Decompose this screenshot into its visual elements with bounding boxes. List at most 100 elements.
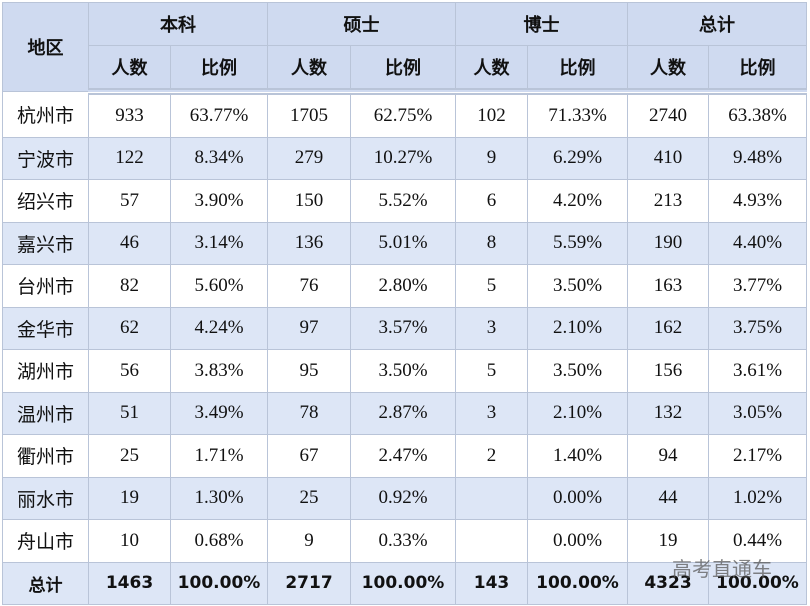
value-cell: 3.50% bbox=[527, 349, 628, 393]
subheader-cell: 人数 bbox=[88, 45, 171, 95]
value-cell: 46 bbox=[88, 221, 171, 265]
subheader-cell: 人数 bbox=[267, 45, 351, 95]
value-cell: 67 bbox=[267, 434, 351, 478]
subheader-cell: 比例 bbox=[350, 45, 456, 95]
region-cell: 总计 bbox=[2, 561, 89, 605]
value-cell: 9 bbox=[455, 136, 528, 180]
value-cell: 4.40% bbox=[708, 221, 807, 265]
value-cell: 213 bbox=[627, 179, 709, 223]
table-body: 杭州市 933 63.77% 1705 62.75% 102 71.33% 2740 63.38… bbox=[2, 91, 807, 605]
header-cell: 地区 bbox=[2, 2, 89, 92]
value-cell: 2717 bbox=[267, 561, 351, 605]
value-cell: 2.10% bbox=[527, 306, 628, 350]
data-row: 宁波市 122 8.34% 279 10.27% 9 6.29% 410 9.48% bbox=[2, 136, 807, 180]
value-cell: 97 bbox=[267, 306, 351, 350]
value-cell: 3 bbox=[455, 391, 528, 435]
region-cell: 衢州市 bbox=[2, 434, 89, 478]
value-cell: 150 bbox=[267, 179, 351, 223]
value-cell: 76 bbox=[267, 264, 351, 308]
value-cell: 2.17% bbox=[708, 434, 807, 478]
total-row: 总计 1463 100.00% 2717 100.00% 143 100.00% 4323 10… bbox=[2, 561, 807, 605]
value-cell: 2740 bbox=[627, 91, 709, 138]
value-cell: 0.00% bbox=[527, 476, 628, 520]
value-cell: 2 bbox=[455, 434, 528, 478]
value-cell: 5 bbox=[455, 264, 528, 308]
value-cell: 2.10% bbox=[527, 391, 628, 435]
value-cell: 2.80% bbox=[350, 264, 456, 308]
value-cell: 94 bbox=[627, 434, 709, 478]
region-cell: 温州市 bbox=[2, 391, 89, 435]
region-cell: 丽水市 bbox=[2, 476, 89, 520]
value-cell: 3.90% bbox=[170, 179, 268, 223]
value-cell: 3.75% bbox=[708, 306, 807, 350]
value-cell: 132 bbox=[627, 391, 709, 435]
value-cell: 3.83% bbox=[170, 349, 268, 393]
value-cell: 62 bbox=[88, 306, 171, 350]
data-row: 温州市 51 3.49% 78 2.87% 3 2.10% 132 3.05% bbox=[2, 391, 807, 435]
value-cell: 62.75% bbox=[350, 91, 456, 138]
value-cell: 3 bbox=[455, 306, 528, 350]
value-cell: 3.50% bbox=[350, 349, 456, 393]
value-cell: 4.24% bbox=[170, 306, 268, 350]
value-cell: 9.48% bbox=[708, 136, 807, 180]
region-cell: 湖州市 bbox=[2, 349, 89, 393]
value-cell: 3.14% bbox=[170, 221, 268, 265]
value-cell: 8 bbox=[455, 221, 528, 265]
value-cell: 56 bbox=[88, 349, 171, 393]
watermark: 高考直通车 bbox=[672, 557, 772, 581]
data-row: 衢州市 25 1.71% 67 2.47% 2 1.40% 94 2.17% bbox=[2, 434, 807, 478]
value-cell: 8.34% bbox=[170, 136, 268, 180]
value-cell: 2.87% bbox=[350, 391, 456, 435]
value-cell: 0.92% bbox=[350, 476, 456, 520]
value-cell: 279 bbox=[267, 136, 351, 180]
value-cell: 5.60% bbox=[170, 264, 268, 308]
value-cell: 1.40% bbox=[527, 434, 628, 478]
value-cell: 6 bbox=[455, 179, 528, 223]
region-cell: 金华市 bbox=[2, 306, 89, 350]
value-cell: 51 bbox=[88, 391, 171, 435]
header-row: 地区 本科 硕士 博士 总计 bbox=[2, 2, 807, 92]
value-cell: 10 bbox=[88, 519, 171, 563]
value-cell: 3.49% bbox=[170, 391, 268, 435]
header-cell: 硕士 bbox=[267, 2, 456, 46]
value-cell: 4.20% bbox=[527, 179, 628, 223]
value-cell: 122 bbox=[88, 136, 171, 180]
value-cell: 19 bbox=[88, 476, 171, 520]
value-cell: 78 bbox=[267, 391, 351, 435]
value-cell: 102 bbox=[455, 91, 528, 138]
value-cell: 44 bbox=[627, 476, 709, 520]
value-cell: 100.00% bbox=[170, 561, 268, 605]
value-cell: 5.59% bbox=[527, 221, 628, 265]
value-cell: 82 bbox=[88, 264, 171, 308]
region-cell: 台州市 bbox=[2, 264, 89, 308]
header-cell: 总计 bbox=[627, 2, 807, 46]
value-cell: 3.61% bbox=[708, 349, 807, 393]
value-cell: 1705 bbox=[267, 91, 351, 138]
region-cell: 舟山市 bbox=[2, 519, 89, 563]
value-cell: 5 bbox=[455, 349, 528, 393]
value-cell: 71.33% bbox=[527, 91, 628, 138]
value-cell: 5.52% bbox=[350, 179, 456, 223]
value-cell bbox=[455, 476, 528, 520]
value-cell: 0.68% bbox=[170, 519, 268, 563]
value-cell: 163 bbox=[627, 264, 709, 308]
data-row: 舟山市 10 0.68% 9 0.33% 0.00% 19 0.44% bbox=[2, 519, 807, 563]
subheader-row: 人数 比例 人数 比例 人数 比例 人数 比例 bbox=[3, 45, 807, 95]
value-cell: 190 bbox=[627, 221, 709, 265]
value-cell: 100.00% bbox=[350, 561, 456, 605]
value-cell: 95 bbox=[267, 349, 351, 393]
region-cell: 绍兴市 bbox=[2, 179, 89, 223]
value-cell: 5.01% bbox=[350, 221, 456, 265]
region-cell: 杭州市 bbox=[2, 91, 89, 138]
subheader-cell: 人数 bbox=[455, 45, 528, 95]
value-cell: 1.02% bbox=[708, 476, 807, 520]
value-cell: 1.71% bbox=[170, 434, 268, 478]
value-cell bbox=[455, 519, 528, 563]
value-cell: 10.27% bbox=[350, 136, 456, 180]
value-cell: 0.00% bbox=[527, 519, 628, 563]
data-row: 杭州市 933 63.77% 1705 62.75% 102 71.33% 2740 63.38… bbox=[2, 91, 807, 138]
subheader-cell: 比例 bbox=[170, 45, 268, 95]
value-cell: 4.93% bbox=[708, 179, 807, 223]
